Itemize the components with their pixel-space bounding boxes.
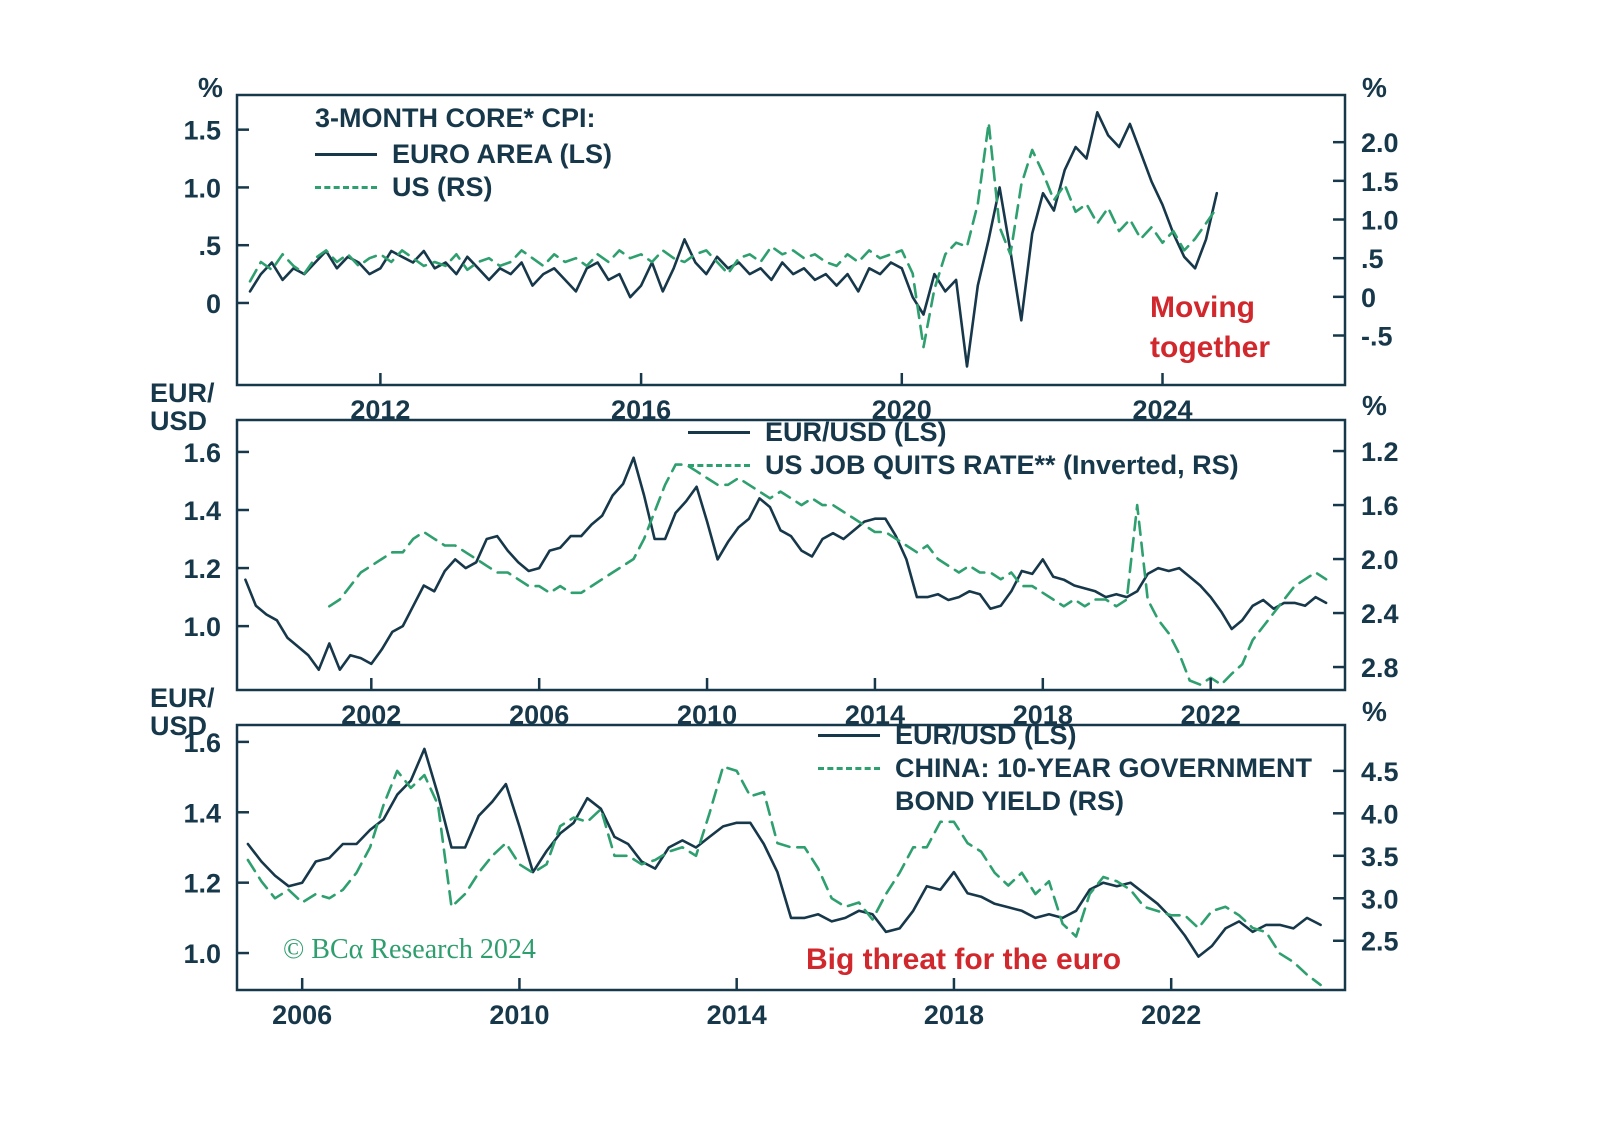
tick-label: 1.4 [183, 496, 221, 526]
tick-label: 1.5 [1361, 167, 1399, 197]
tick-label: 1.2 [183, 554, 221, 584]
p1-legend-title: 3-MONTH CORE* CPI: [315, 103, 596, 133]
legend-label-china-line1: CHINA: 10-YEAR GOVERNMENT [895, 753, 1313, 783]
tick-label: 2018 [924, 1000, 984, 1030]
tick-label: 1.2 [183, 869, 221, 899]
dashed-line-sample [688, 464, 750, 467]
panel-border [235, 418, 1347, 692]
tick-label: 1.0 [183, 173, 221, 203]
legend-row-china-1: CHINA: 10-YEAR GOVERNMENT [818, 752, 1312, 785]
tick-label: 4.0 [1361, 799, 1399, 829]
p2-left-axis-title: EUR/ USD [150, 379, 215, 435]
axis-title-line: USD [150, 406, 208, 436]
axis-title-line: EUR/ [150, 378, 215, 408]
tick-label: 2.4 [1361, 599, 1399, 629]
legend-row-eurusd: EUR/USD (LS) [818, 719, 1312, 752]
tick-label: 1.6 [183, 438, 221, 468]
panel-border [235, 723, 1347, 992]
p2-legend: EUR/USD (LS) US JOB QUITS RATE** (Invert… [688, 416, 1239, 482]
p1-left-axis-unit: % [198, 72, 223, 103]
tick-label: 2014 [707, 1000, 767, 1030]
series-us-rs [248, 121, 1219, 349]
tick-label: 1.2 [1361, 437, 1399, 467]
p3-right-axis-unit: % [1362, 696, 1387, 727]
annotation-line: Moving [1150, 291, 1255, 324]
axis-title-line: USD [150, 711, 208, 741]
p2-right-axis-unit: % [1362, 390, 1387, 421]
copyright-text: © BCα Research 2024 [283, 934, 536, 965]
legend-row-euro-area: EURO AREA (LS) [315, 138, 612, 171]
legend-label-euro-area: EURO AREA (LS) [392, 139, 612, 169]
legend-row-us: US (RS) [315, 171, 612, 204]
tick-label: 2.8 [1361, 653, 1399, 683]
tick-label: 2022 [1141, 1000, 1201, 1030]
legend-label-eurusd: EUR/USD (LS) [765, 417, 947, 447]
tick-label: 1.4 [183, 798, 221, 828]
solid-line-sample [688, 431, 750, 434]
tick-label: 0 [1361, 283, 1376, 313]
legend-label-china-line2: BOND YIELD (RS) [895, 786, 1125, 816]
legend-label-eurusd: EUR/USD (LS) [895, 720, 1077, 750]
annotation-line: together [1150, 331, 1270, 364]
tick-label: 1.6 [1361, 491, 1399, 521]
tick-label: .5 [198, 231, 221, 261]
annotation-big-threat: Big threat for the euro [806, 943, 1122, 976]
tick-label: 3.5 [1361, 842, 1399, 872]
p1-legend: 3-MONTH CORE* CPI: EURO AREA (LS) US (RS… [315, 103, 612, 204]
p3-left-axis-title: EUR/ USD [150, 684, 215, 740]
solid-line-sample [818, 734, 880, 737]
series-eur-usd-ls [246, 747, 1322, 958]
panel-border [235, 93, 1347, 387]
tick-label: 1.0 [183, 612, 221, 642]
tick-label: 2010 [489, 1000, 549, 1030]
annotation-moving-together: Moving together [1150, 288, 1270, 368]
legend-label-us: US (RS) [392, 172, 493, 202]
legend-row-quits: US JOB QUITS RATE** (Inverted, RS) [688, 449, 1239, 482]
tick-label: .5 [1361, 244, 1384, 274]
legend-row-eurusd: EUR/USD (LS) [688, 416, 1239, 449]
axis-title-line: EUR/ [150, 683, 215, 713]
tick-label: 2006 [272, 1000, 332, 1030]
tick-label: 4.5 [1361, 757, 1399, 787]
legend-label-quits: US JOB QUITS RATE** (Inverted, RS) [765, 450, 1239, 480]
legend-row-china-2: BOND YIELD (RS) [818, 785, 1312, 818]
tick-label: 1.0 [183, 939, 221, 969]
series-china-10-year-government-bond-yield-rs [246, 765, 1322, 987]
p3-legend: EUR/USD (LS) CHINA: 10-YEAR GOVERNMENT B… [818, 719, 1312, 818]
dashed-line-sample [818, 767, 880, 770]
tick-label: 2.0 [1361, 545, 1399, 575]
p1-right-axis-unit: % [1362, 72, 1387, 103]
tick-label: -.5 [1361, 322, 1393, 352]
tick-label: 1.6 [183, 728, 221, 758]
dashed-line-sample [315, 186, 377, 189]
tick-label: 1.5 [183, 116, 221, 146]
series-us-job-quits-rate-inverted-rs [328, 463, 1328, 686]
tick-label: 1.0 [1361, 206, 1399, 236]
solid-line-sample [315, 153, 377, 156]
tick-label: 3.0 [1361, 884, 1399, 914]
tick-label: 2.0 [1361, 128, 1399, 158]
tick-label: 2.5 [1361, 927, 1399, 957]
series-eur-usd-ls [244, 456, 1328, 671]
tick-label: 0 [206, 289, 221, 319]
